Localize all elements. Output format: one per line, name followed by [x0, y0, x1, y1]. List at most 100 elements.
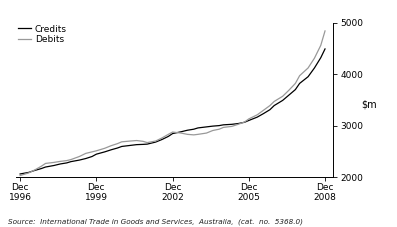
Credits: [196, 127, 200, 129]
Credits: [236, 122, 241, 125]
Credits: [160, 138, 164, 141]
Debits: [102, 147, 107, 150]
Credits: [323, 48, 328, 50]
Debits: [185, 133, 190, 136]
Credits: [287, 94, 291, 96]
Credits: [272, 104, 277, 107]
Debits: [323, 30, 328, 32]
Debits: [293, 82, 298, 85]
Credits: [179, 131, 183, 133]
Debits: [77, 155, 82, 158]
Debits: [69, 158, 73, 161]
Text: Source:  International Trade in Goods and Services,  Australia,  (cat.  no.  536: Source: International Trade in Goods and…: [8, 218, 303, 225]
Debits: [160, 137, 164, 139]
Debits: [318, 44, 323, 47]
Credits: [52, 164, 56, 167]
Credits: [280, 99, 285, 102]
Credits: [166, 135, 171, 138]
Debits: [272, 100, 277, 103]
Debits: [229, 125, 234, 128]
Credits: [94, 153, 99, 155]
Credits: [204, 126, 209, 128]
Debits: [33, 168, 37, 171]
Credits: [134, 143, 139, 146]
Credits: [83, 157, 88, 160]
Debits: [18, 174, 23, 177]
Debits: [166, 133, 171, 136]
Debits: [145, 141, 150, 144]
Legend: Credits, Debits: Credits, Debits: [18, 25, 67, 44]
Debits: [280, 95, 285, 98]
Credits: [90, 155, 94, 158]
Debits: [43, 162, 48, 165]
Credits: [221, 123, 226, 126]
Credits: [33, 169, 37, 172]
Debits: [261, 109, 266, 111]
Credits: [18, 173, 23, 175]
Credits: [69, 160, 73, 163]
Debits: [236, 123, 241, 126]
Line: Credits: Credits: [20, 49, 325, 174]
Credits: [261, 112, 266, 115]
Debits: [64, 159, 69, 162]
Credits: [293, 88, 298, 91]
Debits: [83, 152, 88, 155]
Debits: [26, 172, 31, 174]
Debits: [128, 140, 133, 142]
Credits: [58, 163, 63, 165]
Credits: [210, 125, 215, 128]
Y-axis label: $m: $m: [361, 100, 377, 110]
Credits: [255, 116, 260, 118]
Credits: [64, 162, 69, 164]
Debits: [141, 140, 145, 143]
Credits: [141, 143, 145, 146]
Debits: [297, 74, 302, 77]
Debits: [306, 67, 310, 69]
Credits: [153, 141, 158, 143]
Debits: [153, 140, 158, 142]
Credits: [268, 108, 272, 111]
Credits: [77, 159, 82, 161]
Debits: [204, 132, 209, 134]
Debits: [287, 89, 291, 91]
Debits: [115, 142, 120, 145]
Credits: [119, 145, 124, 148]
Credits: [185, 129, 190, 132]
Credits: [39, 167, 44, 170]
Debits: [242, 121, 247, 123]
Debits: [134, 139, 139, 142]
Credits: [217, 124, 222, 127]
Credits: [318, 56, 323, 59]
Debits: [312, 57, 317, 59]
Credits: [191, 128, 196, 131]
Debits: [217, 128, 222, 131]
Debits: [196, 133, 200, 136]
Line: Debits: Debits: [20, 31, 325, 175]
Debits: [119, 141, 124, 143]
Credits: [306, 75, 310, 78]
Credits: [312, 67, 317, 69]
Credits: [229, 123, 234, 126]
Debits: [90, 151, 94, 153]
Credits: [102, 151, 107, 153]
Debits: [221, 126, 226, 129]
Credits: [170, 132, 175, 135]
Debits: [109, 144, 114, 147]
Credits: [115, 147, 120, 149]
Credits: [109, 148, 114, 151]
Debits: [179, 132, 183, 134]
Debits: [255, 114, 260, 116]
Debits: [39, 165, 44, 168]
Debits: [191, 133, 196, 136]
Credits: [26, 171, 31, 174]
Debits: [58, 160, 63, 163]
Credits: [43, 166, 48, 168]
Debits: [94, 149, 99, 152]
Debits: [210, 129, 215, 132]
Debits: [52, 161, 56, 164]
Credits: [128, 144, 133, 147]
Credits: [242, 121, 247, 124]
Credits: [247, 119, 251, 122]
Debits: [268, 104, 272, 107]
Debits: [247, 118, 251, 120]
